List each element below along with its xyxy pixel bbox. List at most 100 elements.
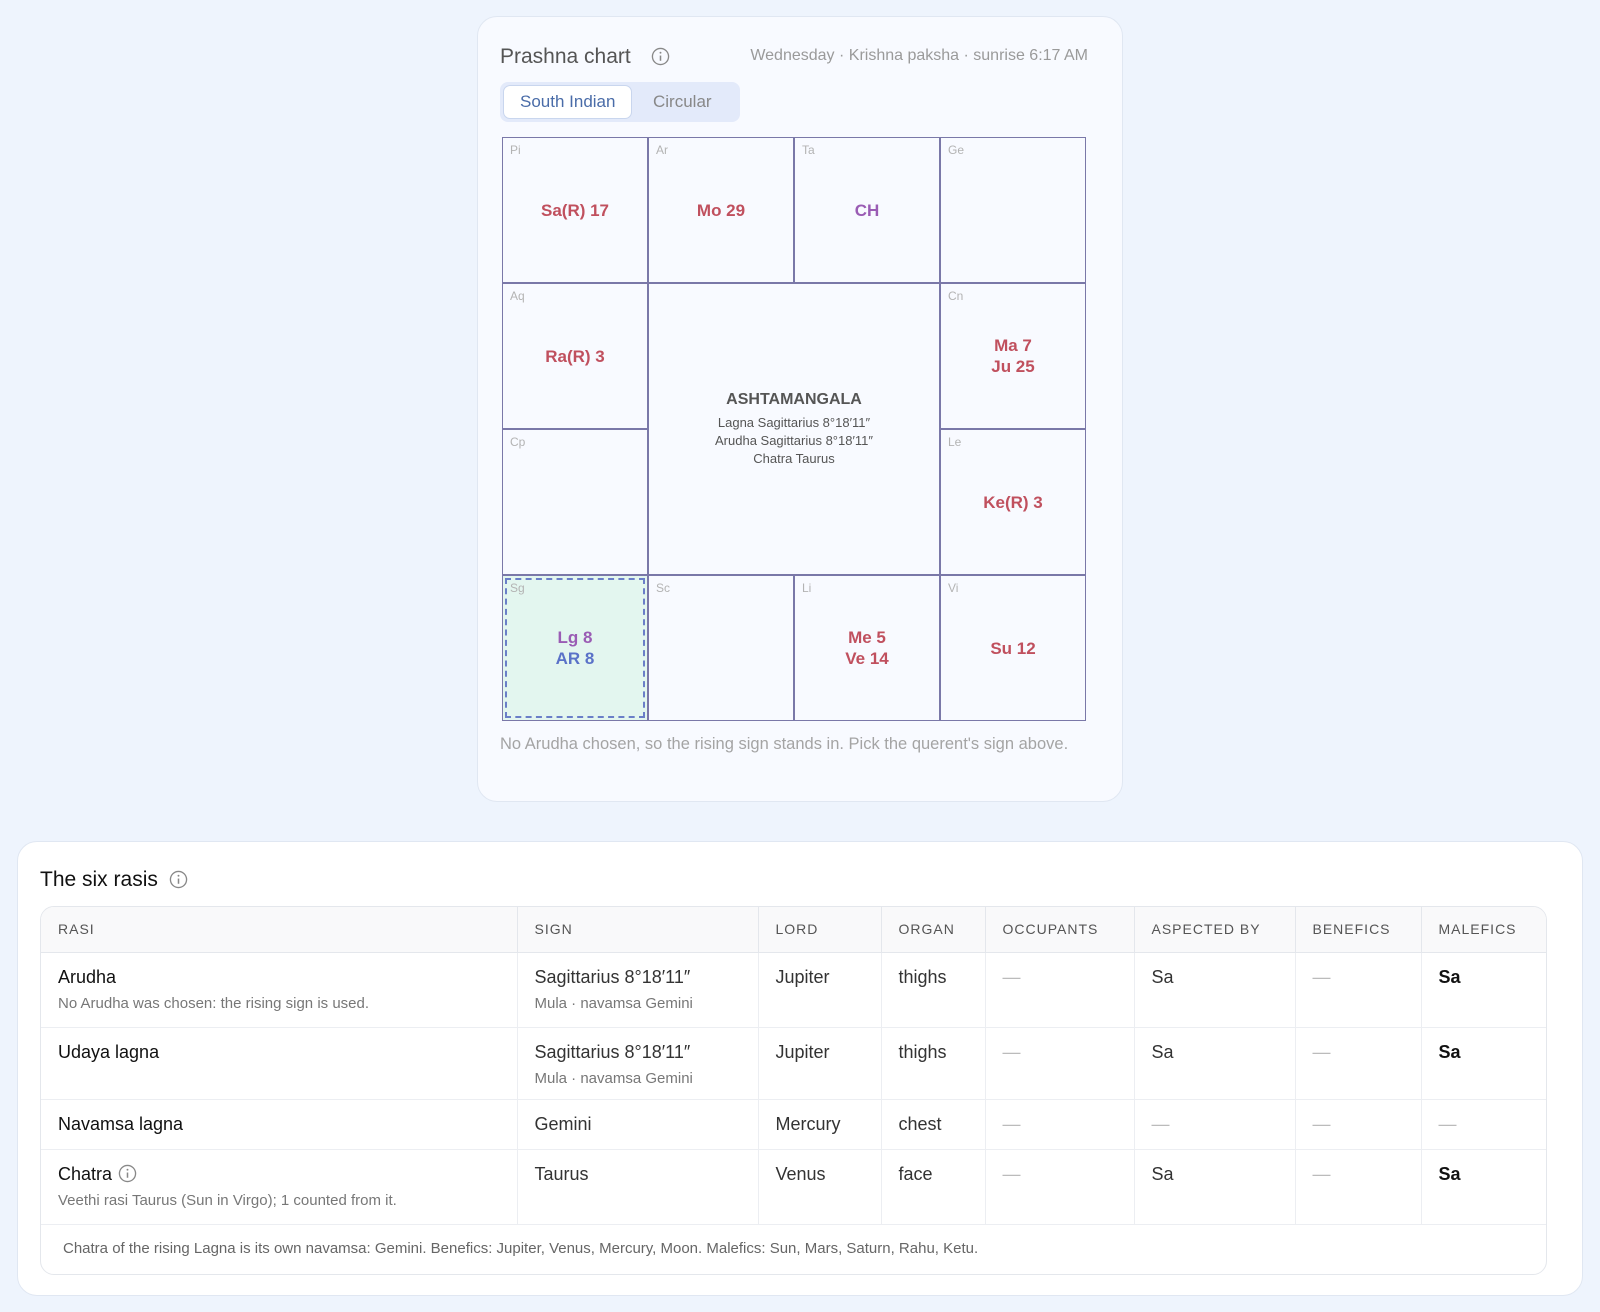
planet: Sa(R) 17 [540, 200, 610, 220]
sign-label: Ar [656, 143, 668, 157]
rasi-cell: Ta CH [794, 137, 940, 283]
info-icon[interactable] [169, 870, 188, 889]
center-title: ASHTAMANGALA [726, 390, 862, 408]
chart-note: No Arudha chosen, so the rising sign sta… [500, 735, 1069, 753]
lord-cell: Venus [758, 1149, 882, 1225]
sign-text: Taurus [534, 1163, 589, 1184]
planet: Ma 7 [994, 336, 1032, 355]
occupants-cell: — [985, 952, 1135, 1028]
sign-label: Li [802, 581, 812, 595]
organ-cell: thighs [881, 1027, 986, 1100]
column-header: OCCUPANTS [985, 907, 1135, 953]
sign-label: Sg [510, 581, 525, 595]
lord-cell: Mercury [758, 1099, 882, 1150]
rasi-cell: Navamsa lagna [41, 1099, 518, 1150]
aspected-by-cell: Sa [1134, 1027, 1296, 1100]
rasi-cell: Udaya lagna [41, 1027, 518, 1100]
planet: Ra(R) 3 [545, 346, 605, 366]
column-header: ORGAN [881, 907, 986, 953]
column-header: MALEFICS [1421, 907, 1546, 953]
sign-label: Aq [510, 289, 525, 303]
sign-label: Le [948, 435, 962, 449]
aspected-by-cell: — [1134, 1099, 1296, 1150]
benefics-cell: — [1295, 1149, 1422, 1225]
rasi-note: No Arudha was chosen: the rising sign is… [58, 994, 370, 1012]
sign-label: Pi [510, 143, 521, 157]
planet: Su 12 [990, 638, 1036, 658]
card-title: The six rasis [40, 868, 158, 891]
center-line: Arudha Sagittarius 8°18′11″ [715, 432, 873, 448]
subtitle: Wednesday · Krishna paksha · sunrise 6:1… [750, 47, 1088, 64]
sign-note: Mula · navamsa Gemini [534, 994, 693, 1012]
malefics-cell: Sa [1421, 952, 1546, 1028]
occupants-cell: — [985, 1149, 1135, 1225]
column-header: BENEFICS [1295, 907, 1422, 953]
lord-cell: Jupiter [758, 1027, 882, 1100]
column-header: LORD [758, 907, 882, 953]
planet: AR 8 [555, 649, 595, 668]
lord-cell: Jupiter [758, 952, 882, 1028]
malefics-cell: Sa [1421, 1149, 1546, 1225]
sign-note: Mula · navamsa Gemini [534, 1069, 693, 1087]
sign-text: Sagittarius 8°18′11″ [534, 1041, 691, 1062]
benefics-cell: — [1295, 952, 1422, 1028]
rasi-cell: Pi Sa(R) 17 [502, 137, 648, 283]
aspected-by-cell: Sa [1134, 1149, 1296, 1225]
sign-text: Sagittarius 8°18′11″ [534, 966, 691, 987]
rasi-cell: Ar Mo 29 [648, 137, 794, 283]
rasi-cell: Chatra Veethi rasi Taurus (Sun in Virgo);… [41, 1149, 518, 1225]
aspected-by-cell: Sa [1134, 952, 1296, 1028]
planet: Me 5 [848, 628, 886, 647]
sign-label: Vi [948, 581, 959, 595]
rasi-cell: Cn Ma 7 Ju 25 [940, 283, 1086, 429]
chart-center: ASHTAMANGALA Lagna Sagittarius 8°18′11″ Ar… [648, 283, 940, 575]
table-row: Arudha No Arudha was chosen: the rising s… [41, 952, 1546, 1028]
sign-text: Gemini [534, 1113, 592, 1134]
rasi-name: Navamsa lagna [58, 1113, 184, 1134]
malefics-cell: Sa [1421, 1027, 1546, 1100]
info-icon[interactable] [651, 47, 670, 66]
sign-label: Cp [510, 435, 526, 449]
rasi-name: Arudha [58, 966, 117, 987]
rasi-cell: Le Ke(R) 3 [940, 429, 1086, 575]
rasi-cell: Arudha No Arudha was chosen: the rising s… [41, 952, 518, 1028]
planet: Lg 8 [557, 628, 593, 647]
organ-cell: thighs [881, 952, 986, 1028]
center-line: Chatra Taurus [753, 450, 835, 466]
occupants-cell: — [985, 1027, 1135, 1100]
column-header: ASPECTED BY [1134, 907, 1296, 953]
rasis-card: The six rasis RASI SIGN LORD ORGAN OCCUPANTS… [17, 841, 1583, 1296]
table-row: Navamsa lagna Gemini Mercury chest — — — — [41, 1099, 1546, 1150]
info-icon[interactable] [118, 1164, 137, 1183]
organ-cell: chest [881, 1099, 986, 1150]
table-row: Udaya lagna Sagittarius 8°18′11″ Mula · na… [41, 1027, 1546, 1100]
prashna-card: Prashna chart Wednesday · Krishna paksha… [477, 16, 1123, 802]
sign-label: Ta [802, 143, 815, 157]
sign-label: Ge [948, 143, 965, 157]
malefics-cell: — [1421, 1099, 1546, 1150]
south-indian-chart: Pi Sa(R) 17 Ar Mo 29 Ta CH Ge Aq Ra(R) 3 Cn Ma 7 Ju… [502, 137, 1086, 721]
sign-cell: Taurus [517, 1149, 759, 1225]
organ-cell: face [881, 1149, 986, 1225]
sign-cell: Sagittarius 8°18′11″ Mula · navamsa Gemin… [517, 952, 759, 1028]
rasi-note: Veethi rasi Taurus (Sun in Virgo); 1 cou… [58, 1191, 397, 1209]
rasi-cell: Cp [502, 429, 648, 575]
center-line: Lagna Sagittarius 8°18′11″ [717, 414, 871, 430]
benefics-cell: — [1295, 1099, 1422, 1150]
sign-cell: Sagittarius 8°18′11″ Mula · navamsa Gemin… [517, 1027, 759, 1100]
column-header: RASI [41, 907, 518, 953]
rasi-name: Udaya lagna [58, 1041, 160, 1062]
table-footer: Chatra of the rising Lagna is its own na… [63, 1239, 979, 1257]
column-header: SIGN [517, 907, 759, 953]
tab[interactable]: Circular [653, 92, 712, 111]
table-row: Chatra Veethi rasi Taurus (Sun in Virgo);… [41, 1149, 1546, 1225]
tab[interactable]: South Indian [503, 85, 633, 119]
planet: Ve 14 [845, 649, 889, 668]
sign-label: Cn [948, 289, 964, 303]
rasi-cell: Ge [940, 137, 1086, 283]
rasi-cell: Aq Ra(R) 3 [502, 283, 648, 429]
rasis-table: RASI SIGN LORD ORGAN OCCUPANTS ASPECTED BY BEN… [40, 906, 1547, 1275]
sign-cell: Gemini [517, 1099, 759, 1150]
card-title: Prashna chart [500, 45, 631, 68]
